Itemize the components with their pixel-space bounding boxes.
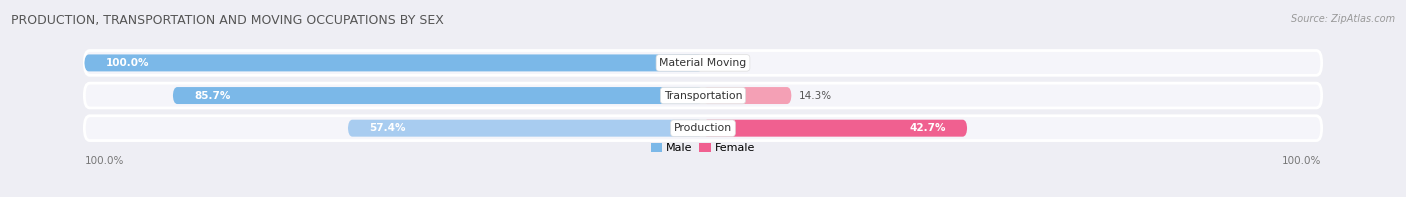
Text: 57.4%: 57.4% (368, 123, 405, 133)
Text: 85.7%: 85.7% (194, 91, 231, 100)
Text: PRODUCTION, TRANSPORTATION AND MOVING OCCUPATIONS BY SEX: PRODUCTION, TRANSPORTATION AND MOVING OC… (11, 14, 444, 27)
FancyBboxPatch shape (347, 120, 703, 137)
FancyBboxPatch shape (84, 116, 1322, 141)
Text: 100.0%: 100.0% (84, 156, 124, 166)
Text: Source: ZipAtlas.com: Source: ZipAtlas.com (1291, 14, 1395, 24)
FancyBboxPatch shape (703, 87, 792, 104)
Text: Transportation: Transportation (664, 91, 742, 100)
Text: Material Moving: Material Moving (659, 58, 747, 68)
FancyBboxPatch shape (703, 120, 967, 137)
Text: 14.3%: 14.3% (799, 91, 831, 100)
FancyBboxPatch shape (84, 54, 703, 71)
Text: 100.0%: 100.0% (1282, 156, 1322, 166)
Text: Production: Production (673, 123, 733, 133)
Legend: Male, Female: Male, Female (647, 138, 759, 158)
Text: 42.7%: 42.7% (910, 123, 946, 133)
FancyBboxPatch shape (84, 50, 1322, 75)
FancyBboxPatch shape (84, 83, 1322, 108)
FancyBboxPatch shape (173, 87, 703, 104)
Text: 100.0%: 100.0% (105, 58, 149, 68)
